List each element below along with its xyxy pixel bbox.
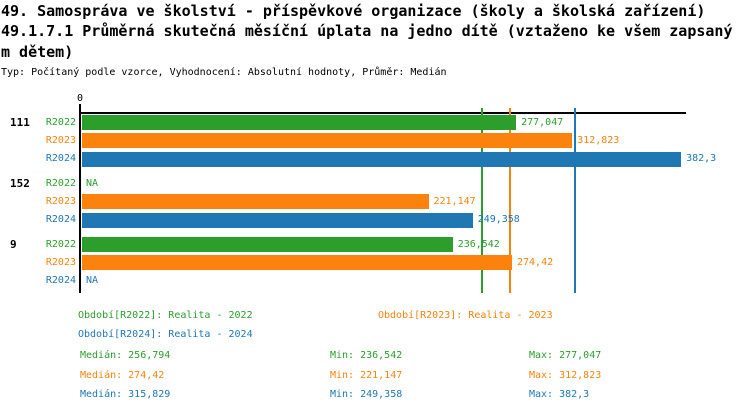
na-label-152-r2022: NA — [86, 177, 99, 189]
bar-value-label-111-r2023: 312,823 — [577, 134, 620, 146]
legend-item-r2022: Období[R2022]: Realita - 2022 — [78, 310, 253, 321]
stat-median-r2024: Medián: 315,829 — [80, 389, 171, 400]
group-label-152: 152 — [10, 176, 30, 190]
y-axis-line — [79, 104, 81, 293]
median-line-r2024 — [573, 108, 576, 293]
row-label-152-r2022: R2022 — [45, 177, 76, 189]
chart-title-line3: m dětem) — [1, 42, 74, 61]
legend-item-r2023: Období[R2023]: Realita - 2023 — [378, 310, 553, 321]
chart-subtitle: Typ: Počítaný podle vzorce, Vyhodnocení:… — [1, 67, 447, 78]
legend-item-r2024: Období[R2024]: Realita - 2024 — [78, 329, 253, 340]
row-label-111-r2023: R2023 — [45, 134, 76, 146]
bar-152-r2023 — [82, 194, 429, 210]
stat-median-r2022: Medián: 256,794 — [80, 350, 171, 361]
bar-value-label-111-r2022: 277,047 — [521, 116, 564, 128]
bar-value-label-9-r2023: 274,42 — [517, 256, 554, 268]
x-axis-line — [79, 112, 686, 114]
median-line-r2022 — [481, 108, 484, 293]
bar-9-r2023 — [82, 255, 512, 271]
row-label-111-r2024: R2024 — [45, 153, 76, 165]
bar-152-r2024 — [82, 212, 473, 228]
stat-min-r2022: Min: 236,542 — [330, 350, 403, 361]
chart-title-line2: 49.1.7.1 Průměrná skutečná měsíční úplat… — [1, 22, 733, 41]
bar-111-r2024 — [82, 151, 682, 167]
title-block: 49. Samospráva ve školství - příspěvkové… — [1, 1, 733, 62]
stat-min-r2024: Min: 249,358 — [330, 389, 403, 400]
bar-9-r2022 — [82, 237, 453, 252]
chart-title-line1: 49. Samospráva ve školství - příspěvkové… — [1, 2, 706, 20]
na-label-9-r2024: NA — [86, 275, 99, 287]
stat-max-r2023: Max: 312,823 — [529, 370, 602, 381]
group-label-111: 111 — [10, 115, 30, 129]
row-label-9-r2024: R2024 — [45, 275, 76, 287]
bar-value-label-152-r2023: 221,147 — [433, 195, 476, 207]
median-line-r2023 — [509, 108, 511, 293]
bar-value-label-152-r2024: 249,358 — [477, 214, 520, 226]
bar-value-label-111-r2024: 382,3 — [686, 153, 717, 165]
row-label-9-r2023: R2023 — [45, 256, 76, 268]
row-label-152-r2023: R2023 — [45, 195, 76, 207]
stat-max-r2022: Max: 277,047 — [529, 350, 602, 361]
stat-median-r2023: Medián: 274,42 — [80, 370, 165, 381]
stat-max-r2024: Max: 382,3 — [529, 389, 590, 400]
bar-111-r2023 — [82, 133, 573, 149]
group-label-9: 9 — [10, 237, 17, 251]
stat-min-r2023: Min: 221,147 — [330, 370, 403, 381]
x-axis-origin-label: 0 — [76, 93, 84, 104]
bar-value-label-9-r2022: 236,542 — [457, 238, 500, 250]
bar-111-r2022 — [82, 115, 517, 130]
row-label-111-r2022: R2022 — [45, 116, 76, 128]
row-label-152-r2024: R2024 — [45, 214, 76, 226]
row-label-9-r2022: R2022 — [45, 238, 76, 250]
